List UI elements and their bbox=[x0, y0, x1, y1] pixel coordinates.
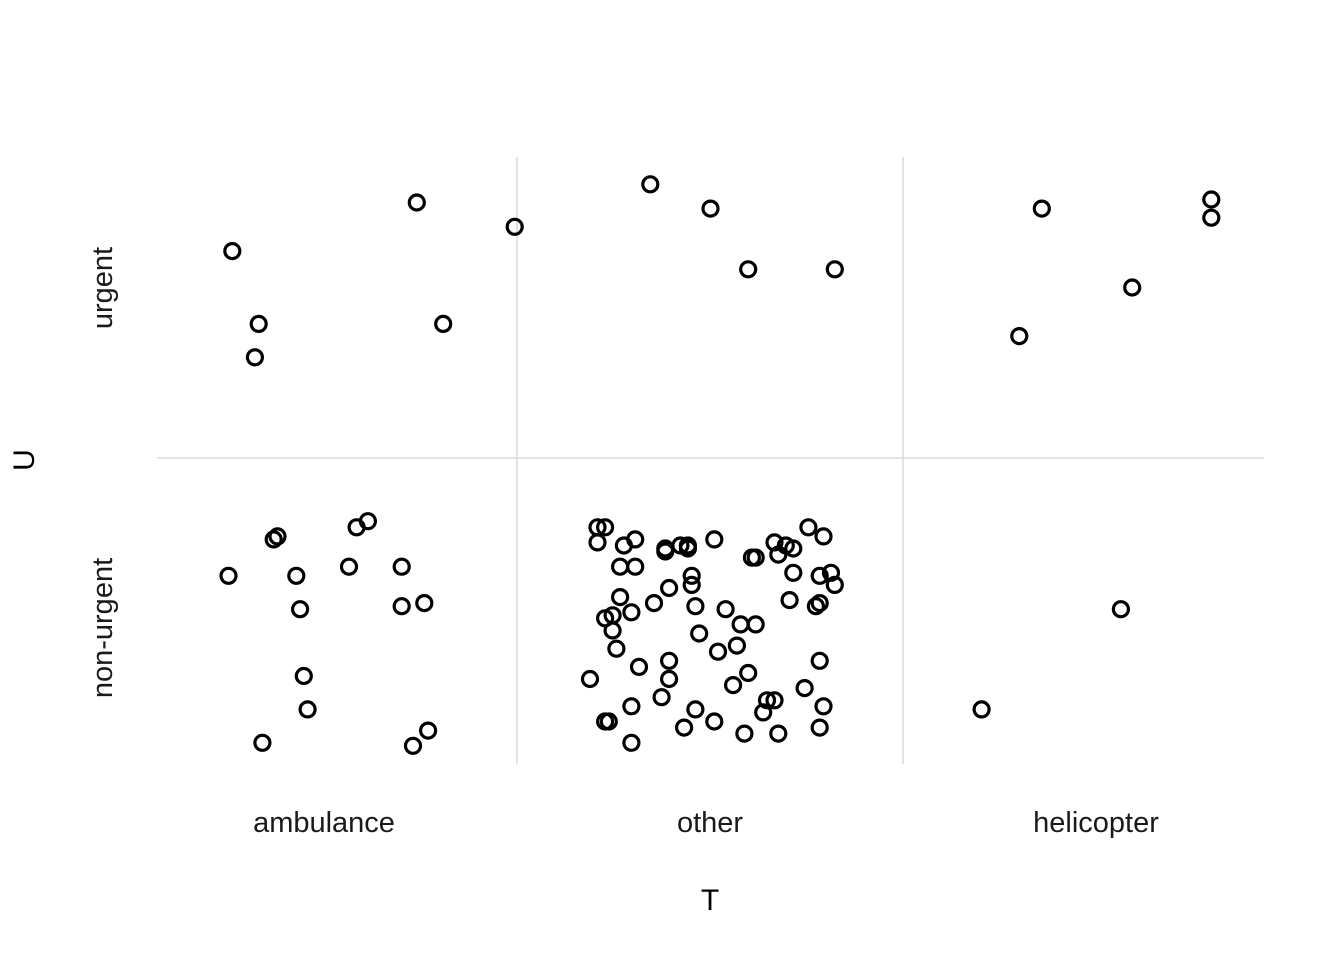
data-point-93 bbox=[769, 724, 788, 743]
data-point-8 bbox=[219, 566, 238, 585]
data-point-73 bbox=[810, 651, 829, 670]
data-point-0 bbox=[407, 193, 426, 212]
data-point-78 bbox=[795, 678, 814, 698]
data-point-20 bbox=[298, 700, 317, 719]
data-point-4 bbox=[434, 314, 453, 333]
data-point-99 bbox=[1111, 600, 1131, 619]
data-point-19 bbox=[294, 666, 313, 686]
y-tick-label-non-urgent: non-urgent bbox=[87, 558, 119, 698]
data-point-56 bbox=[780, 590, 799, 610]
data-point-74 bbox=[580, 669, 600, 689]
data-point-12 bbox=[595, 518, 615, 537]
data-point-23 bbox=[403, 736, 423, 755]
data-point-68 bbox=[727, 636, 747, 655]
data-point-84 bbox=[686, 700, 705, 719]
data-point-14 bbox=[392, 557, 411, 576]
data-point-75 bbox=[659, 669, 679, 689]
data-point-25 bbox=[701, 199, 720, 218]
data-point-94 bbox=[1032, 199, 1051, 218]
data-point-24 bbox=[641, 175, 660, 194]
data-point-49 bbox=[810, 566, 829, 585]
data-point-30 bbox=[626, 530, 645, 549]
data-point-54 bbox=[610, 587, 630, 607]
data-point-46 bbox=[626, 557, 645, 576]
data-point-43 bbox=[746, 548, 765, 567]
data-point-18 bbox=[415, 593, 434, 613]
data-point-83 bbox=[622, 697, 641, 716]
data-point-79 bbox=[652, 688, 671, 707]
data-point-35 bbox=[705, 530, 724, 549]
data-point-17 bbox=[392, 597, 411, 616]
data-point-97 bbox=[1123, 278, 1142, 297]
y-tick-label-urgent: urgent bbox=[87, 247, 119, 329]
data-point-34 bbox=[678, 536, 698, 555]
data-point-65 bbox=[746, 615, 765, 634]
data-point-10 bbox=[358, 512, 377, 531]
data-point-27 bbox=[825, 260, 844, 279]
data-point-21 bbox=[253, 733, 272, 752]
data-point-1 bbox=[223, 242, 242, 261]
data-point-3 bbox=[249, 314, 268, 333]
x-tick-labels: ambulance other helicopter bbox=[253, 807, 1159, 839]
data-point-26 bbox=[739, 260, 758, 279]
y-axis-title: U bbox=[8, 449, 41, 471]
data-point-40 bbox=[814, 527, 833, 546]
y-tick-labels: urgent non-urgent bbox=[87, 247, 119, 698]
data-point-77 bbox=[739, 663, 758, 683]
data-point-51 bbox=[825, 575, 844, 595]
data-point-88 bbox=[674, 718, 694, 737]
data-point-71 bbox=[629, 657, 649, 677]
data-point-2 bbox=[505, 217, 524, 236]
data-point-90 bbox=[810, 718, 829, 737]
data-point-91 bbox=[622, 733, 641, 752]
data-point-92 bbox=[735, 724, 754, 743]
data-point-38 bbox=[784, 539, 803, 558]
data-point-61 bbox=[622, 603, 641, 622]
data-point-89 bbox=[705, 712, 724, 731]
x-tick-label-helicopter: helicopter bbox=[1033, 807, 1159, 839]
data-point-63 bbox=[716, 600, 735, 619]
data-point-39 bbox=[799, 518, 818, 537]
data-point-16 bbox=[291, 600, 310, 619]
data-point-45 bbox=[610, 557, 630, 576]
data-point-5 bbox=[245, 348, 264, 367]
data-point-28 bbox=[588, 533, 607, 552]
data-point-69 bbox=[708, 642, 728, 661]
data-point-64 bbox=[731, 615, 750, 634]
data-point-70 bbox=[607, 639, 626, 658]
data-point-57 bbox=[806, 597, 826, 616]
grid-lines bbox=[157, 157, 1264, 764]
data-point-41 bbox=[656, 542, 675, 561]
data-point-7 bbox=[268, 527, 287, 546]
x-tick-label-other: other bbox=[677, 807, 743, 839]
data-point-87 bbox=[595, 712, 615, 731]
data-point-22 bbox=[419, 721, 438, 740]
x-axis-title: T bbox=[701, 884, 719, 917]
data-point-15 bbox=[287, 566, 306, 585]
data-point-67 bbox=[690, 624, 709, 643]
data-point-96 bbox=[1202, 208, 1221, 227]
points-layer bbox=[219, 175, 1221, 755]
data-point-47 bbox=[682, 566, 701, 585]
data-point-62 bbox=[686, 597, 705, 616]
data-point-72 bbox=[659, 651, 679, 670]
x-tick-label-ambulance: ambulance bbox=[253, 807, 395, 839]
data-point-48 bbox=[784, 563, 803, 582]
data-point-55 bbox=[644, 593, 664, 613]
data-point-95 bbox=[1202, 190, 1221, 209]
data-point-52 bbox=[659, 578, 679, 598]
data-point-6 bbox=[264, 530, 283, 549]
data-point-58 bbox=[810, 593, 829, 613]
data-point-100 bbox=[972, 700, 991, 719]
data-point-76 bbox=[723, 675, 743, 695]
data-point-66 bbox=[603, 621, 622, 640]
data-point-85 bbox=[754, 703, 773, 722]
data-point-86 bbox=[814, 697, 833, 716]
data-point-81 bbox=[765, 691, 784, 710]
data-point-44 bbox=[769, 545, 788, 564]
data-point-53 bbox=[682, 575, 701, 595]
data-point-13 bbox=[339, 557, 359, 576]
data-point-98 bbox=[1010, 327, 1029, 346]
